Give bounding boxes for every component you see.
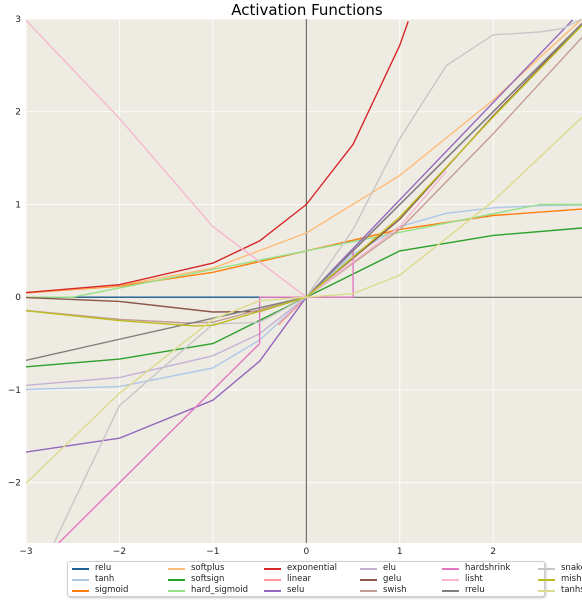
legend-swatch <box>264 578 281 581</box>
legend-label: elu <box>383 563 396 573</box>
series-line-exponential <box>26 21 409 294</box>
y-tick-label-3: 1 <box>15 200 21 210</box>
legend-label: selu <box>287 585 305 595</box>
legend-swatch <box>360 567 377 570</box>
legend-swatch <box>360 578 377 581</box>
y-tick-label-2: 0 <box>15 293 21 303</box>
legend-item-tanh: tanh <box>72 574 168 585</box>
legend-label: softsign <box>191 574 225 584</box>
legend-label: exponential <box>287 563 337 573</box>
y-tick-label-4: 2 <box>15 108 21 118</box>
series-line-hard-sigmoid <box>26 203 582 298</box>
legend-swatch <box>168 567 185 570</box>
legend-item-gelu: gelu <box>360 574 442 585</box>
y-tick-label-1: −1 <box>8 386 21 396</box>
legend-item-snake: snake <box>538 563 582 574</box>
legend-swatch <box>538 578 555 581</box>
legend-label: snake <box>561 563 582 573</box>
chart-plot: −3 −2 −1 0 1 2 −2 −1 0 1 2 3 <box>8 15 582 557</box>
x-tick-label-1: −2 <box>113 547 126 557</box>
legend-swatch <box>72 578 89 581</box>
legend-item-mish: mish <box>538 574 582 585</box>
legend-swatch <box>168 578 185 581</box>
legend-item-exponential: exponential <box>264 563 360 574</box>
legend-swatch <box>442 589 459 592</box>
legend-item-tanhshrink: tanhshrink <box>538 585 582 596</box>
legend-label: tanhshrink <box>561 585 582 595</box>
legend-label: tanh <box>95 574 115 584</box>
legend-swatch <box>442 567 459 570</box>
legend-label: sigmoid <box>95 585 129 595</box>
legend-label: rrelu <box>465 585 485 595</box>
series-line-softplus <box>26 19 582 294</box>
legend-swatch <box>72 589 89 592</box>
chart-title: Activation Functions <box>231 1 383 19</box>
series-line-snake <box>53 19 582 543</box>
y-tick-label-0: −2 <box>8 479 21 489</box>
legend-label: softplus <box>191 563 225 573</box>
legend-item-swish: swish <box>360 585 442 596</box>
legend-swatch <box>360 589 377 592</box>
legend-item-lisht: lisht <box>442 574 538 585</box>
chart-legend: relu tanh sigmoid softplus softsign hard_sigm… <box>67 561 582 597</box>
legend-label: relu <box>95 563 112 573</box>
legend-swatch <box>72 567 89 570</box>
legend-label: hard_sigmoid <box>191 585 249 595</box>
legend-item-softsign: softsign <box>168 574 264 585</box>
x-tick-label-0: −3 <box>19 547 32 557</box>
legend-item-hardshrink: hardshrink <box>442 563 538 574</box>
legend-swatch <box>442 578 459 581</box>
legend-swatch <box>264 589 281 592</box>
legend-label: gelu <box>383 574 402 584</box>
legend-label: swish <box>383 585 407 595</box>
legend-item-elu: elu <box>360 563 442 574</box>
legend-item-linear: linear <box>264 574 360 585</box>
legend-swatch <box>264 567 281 570</box>
series-line-mish <box>26 25 582 327</box>
series-line-tanhshrink <box>26 116 582 484</box>
legend-item-hard-sigmoid: hard_sigmoid <box>168 585 264 596</box>
legend-label: linear <box>287 574 312 584</box>
legend-item-selu: selu <box>264 585 360 596</box>
legend-item-sigmoid: sigmoid <box>72 585 168 596</box>
legend-swatch <box>538 589 555 592</box>
x-tick-label-4: 1 <box>397 547 403 557</box>
x-tick-label-5: 2 <box>490 547 496 557</box>
series-line-selu <box>26 19 574 453</box>
y-tick-label-5: 3 <box>15 15 21 25</box>
legend-item-softplus: softplus <box>168 563 264 574</box>
x-tick-label-3: 0 <box>303 547 309 557</box>
legend-label: mish <box>561 574 582 584</box>
legend-swatch <box>168 589 185 592</box>
legend-item-relu: relu <box>72 563 168 574</box>
series-line-lisht <box>26 19 448 298</box>
x-tick-label-2: −1 <box>206 547 219 557</box>
legend-item-rrelu: rrelu <box>442 585 538 596</box>
series-group <box>26 19 582 543</box>
legend-label: lisht <box>465 574 483 584</box>
legend-label: hardshrink <box>465 563 511 573</box>
legend-swatch <box>538 567 555 570</box>
